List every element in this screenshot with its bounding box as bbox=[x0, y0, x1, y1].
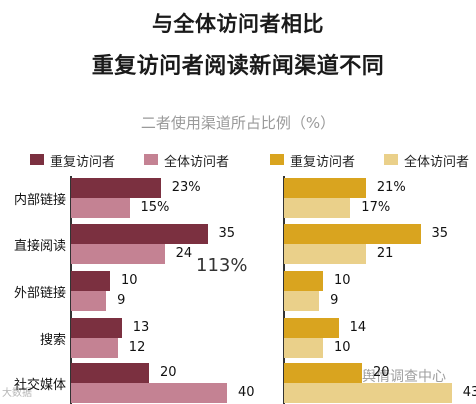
category-label: 内部链接 bbox=[13, 193, 66, 208]
chart-annotation: 113% bbox=[196, 255, 248, 276]
data-label: 9 bbox=[330, 293, 339, 308]
category-label: 外部链接 bbox=[13, 286, 66, 301]
bar bbox=[284, 383, 452, 403]
bar bbox=[71, 178, 161, 198]
data-label: 20 bbox=[160, 365, 177, 380]
data-label: 12 bbox=[128, 340, 146, 355]
bar bbox=[284, 224, 421, 244]
data-label: 24 bbox=[175, 246, 193, 261]
bar bbox=[71, 291, 107, 311]
right-axis-line bbox=[283, 176, 285, 404]
bar bbox=[284, 291, 320, 311]
bar bbox=[71, 244, 165, 264]
bar bbox=[71, 363, 149, 383]
chart-subtitle: 二者使用渠道所占比例（%） bbox=[140, 114, 336, 132]
left-axis-line bbox=[70, 176, 72, 404]
legend-swatch-all bbox=[144, 154, 158, 165]
data-label: 10 bbox=[121, 273, 138, 288]
data-label: 35 bbox=[431, 226, 449, 241]
data-label: 9 bbox=[117, 293, 126, 308]
data-label: 43 bbox=[462, 385, 476, 400]
data-label: 21% bbox=[376, 180, 406, 195]
legend-label-all: 全体访问者 bbox=[164, 155, 230, 170]
category-label: 直接阅读 bbox=[13, 239, 66, 254]
legend-label-repeat: 重复访问者 bbox=[290, 155, 356, 170]
bar bbox=[284, 178, 366, 198]
bar bbox=[71, 271, 110, 291]
data-label: 23% bbox=[171, 180, 201, 195]
data-label: 10 bbox=[334, 340, 351, 355]
bar bbox=[71, 224, 208, 244]
legend-swatch-all bbox=[384, 154, 398, 165]
chart-title-line2: 重复访问者阅读新闻渠道不同 bbox=[91, 54, 385, 79]
bar bbox=[284, 198, 351, 218]
data-label: 21 bbox=[376, 246, 394, 261]
data-label: 10 bbox=[334, 273, 351, 288]
bar bbox=[71, 383, 227, 403]
bar bbox=[284, 363, 362, 383]
bar bbox=[71, 318, 122, 338]
legend-label-all: 全体访问者 bbox=[404, 155, 470, 170]
data-label: 13 bbox=[132, 320, 150, 335]
watermark-left: 大数据 bbox=[2, 388, 32, 399]
bar bbox=[284, 318, 339, 338]
bar bbox=[284, 271, 323, 291]
bar bbox=[71, 338, 118, 358]
data-label: 35 bbox=[218, 226, 236, 241]
legend-swatch-repeat bbox=[30, 154, 44, 165]
legend-swatch-repeat bbox=[270, 154, 284, 165]
bar bbox=[284, 338, 323, 358]
bar bbox=[284, 244, 366, 264]
bar bbox=[71, 198, 130, 218]
category-label: 搜索 bbox=[39, 333, 66, 348]
category-label: 社交媒体 bbox=[13, 378, 66, 393]
data-label: 17% bbox=[361, 200, 391, 215]
chart-title-line1: 与全体访问者相比 bbox=[152, 12, 324, 36]
data-label: 20 bbox=[373, 365, 390, 380]
data-label: 14 bbox=[349, 320, 367, 335]
watermark-right: 环球舆情调查中心 bbox=[334, 369, 446, 385]
legend-label-repeat: 重复访问者 bbox=[50, 155, 116, 170]
data-label: 15% bbox=[140, 200, 170, 215]
data-label: 40 bbox=[238, 385, 255, 400]
